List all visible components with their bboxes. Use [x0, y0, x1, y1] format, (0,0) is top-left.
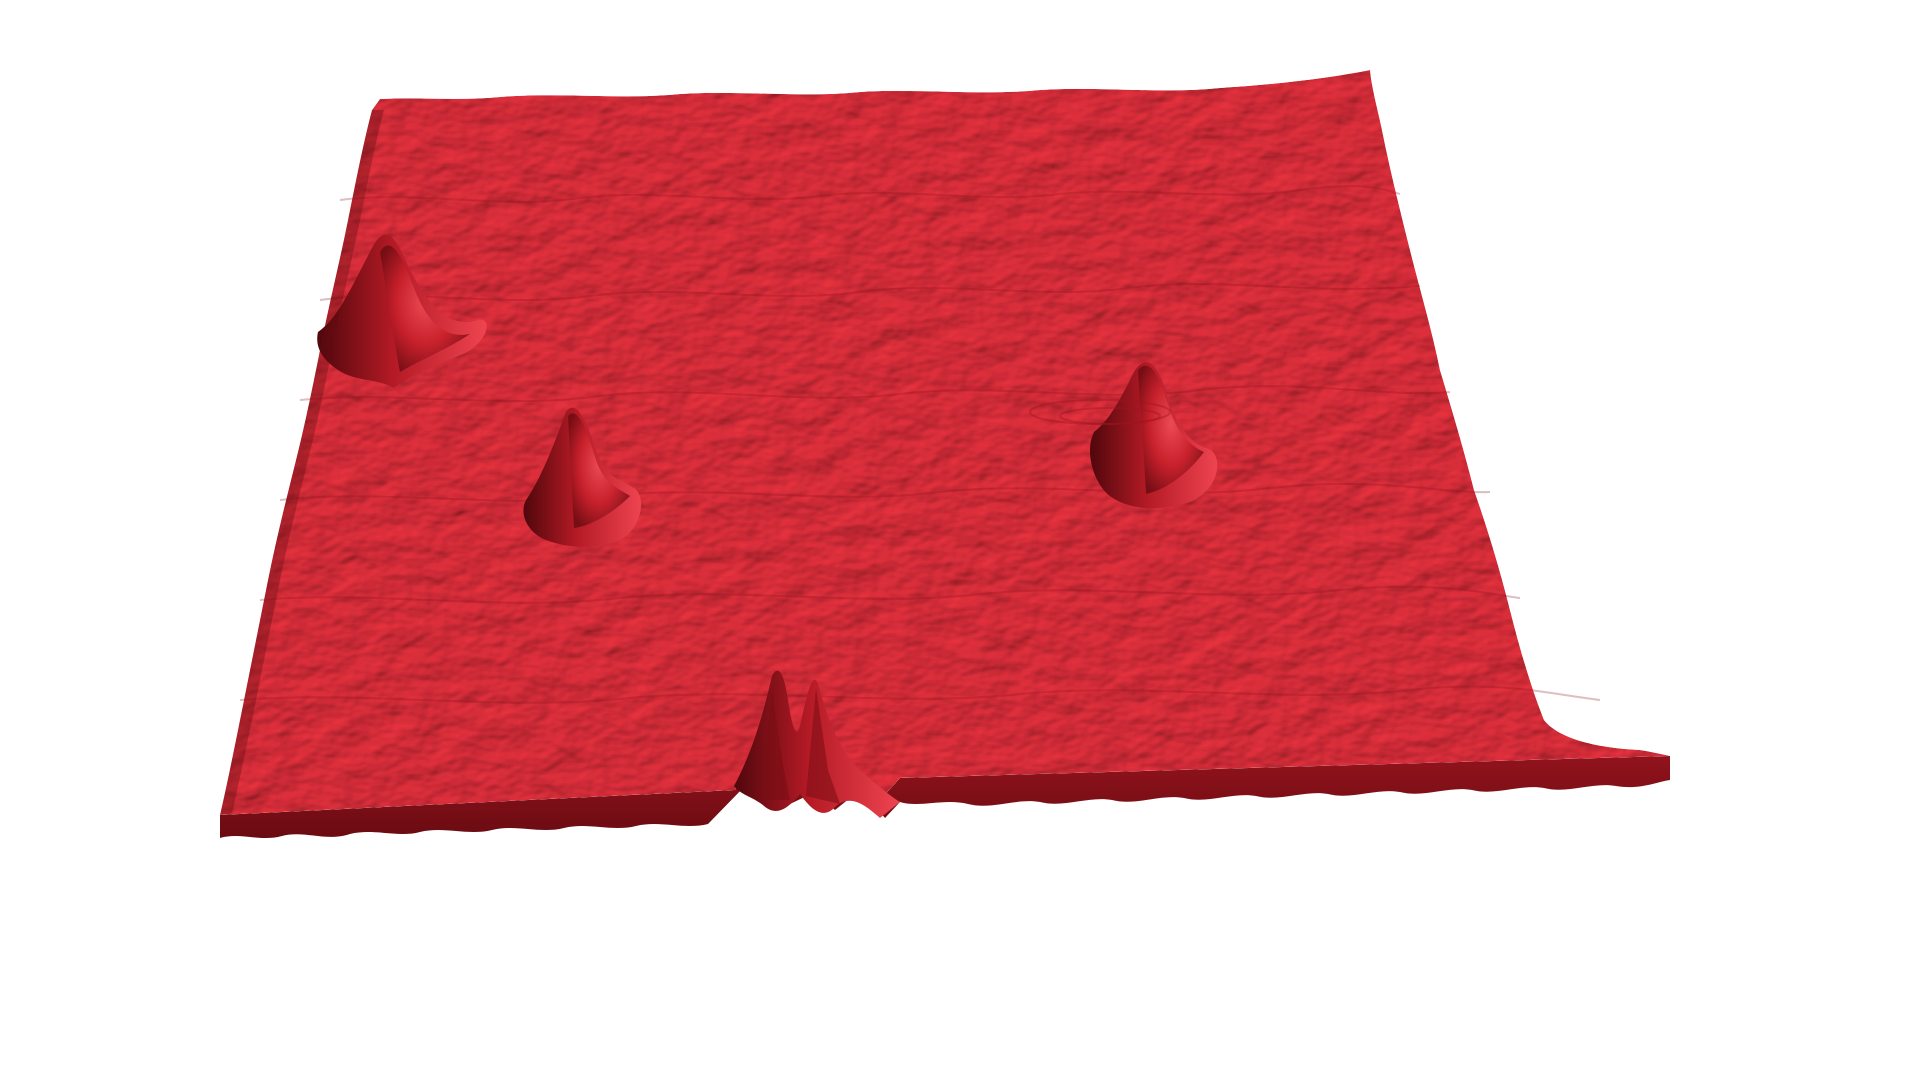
- peak-mid-left: [523, 407, 642, 547]
- peak-right: [1029, 362, 1218, 509]
- slab-front-edge: [220, 740, 1670, 838]
- surface-ripples: [239, 185, 1601, 704]
- peak-upper-left: [317, 234, 487, 388]
- peak-front-edge: [734, 670, 900, 818]
- slab-left-edge-shade: [220, 110, 384, 815]
- surface-top-face: [220, 70, 1670, 815]
